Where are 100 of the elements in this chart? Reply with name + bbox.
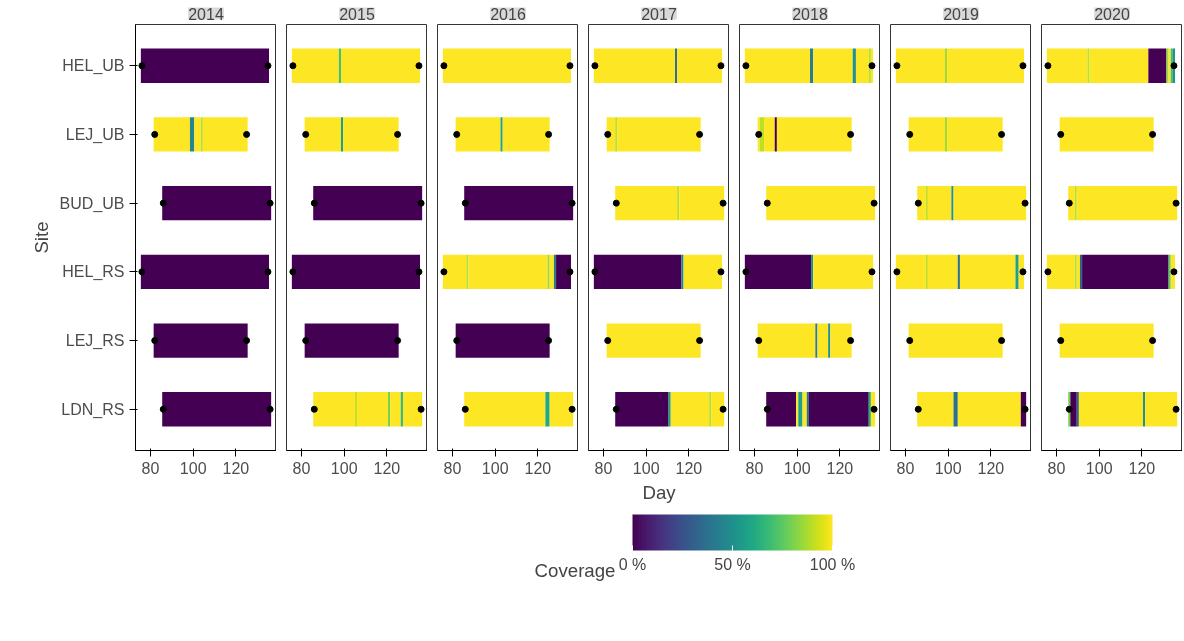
point	[742, 62, 750, 70]
point	[717, 62, 725, 70]
point	[1019, 62, 1027, 70]
x-tick-label: 80	[292, 459, 311, 477]
bar	[947, 48, 1025, 83]
y-tick-label: LDN_RS	[61, 400, 125, 419]
bar	[908, 323, 1003, 358]
point	[310, 405, 318, 413]
point	[612, 405, 620, 413]
point	[394, 130, 402, 138]
point	[264, 62, 272, 70]
point	[461, 405, 469, 413]
x-tick-label: 120	[1128, 459, 1156, 477]
x-tick-label: 120	[373, 459, 401, 477]
bar	[1046, 48, 1088, 83]
bar	[953, 185, 1027, 221]
x-tick-label: 120	[675, 459, 703, 477]
bar	[679, 185, 725, 221]
bar	[908, 117, 945, 152]
bar	[810, 48, 814, 83]
point	[1057, 337, 1065, 345]
bar	[830, 323, 852, 358]
x-tick-label: 100	[330, 459, 358, 477]
point	[138, 268, 146, 276]
bar	[957, 254, 960, 290]
color-bar-title: Coverage	[534, 559, 616, 581]
bar	[895, 48, 945, 83]
point	[545, 130, 553, 138]
chart-title: 2015	[339, 5, 375, 23]
bar	[1059, 117, 1154, 152]
bar	[817, 323, 829, 358]
x-tick-label: 100	[632, 459, 660, 477]
bar	[189, 117, 195, 152]
point	[906, 337, 914, 345]
bar	[291, 254, 421, 290]
point	[289, 268, 297, 276]
point	[1065, 199, 1073, 207]
bar	[927, 185, 952, 221]
point	[566, 268, 574, 276]
bar	[927, 254, 958, 290]
point	[1172, 405, 1180, 413]
point	[1057, 130, 1065, 138]
bar	[944, 48, 948, 83]
point	[1170, 268, 1178, 276]
bar	[813, 254, 874, 290]
chart-title: 2019	[943, 5, 979, 23]
bar	[709, 392, 712, 427]
bar	[615, 185, 678, 221]
bar	[547, 254, 550, 290]
x-tick-label: 100	[1085, 459, 1113, 477]
bar	[140, 48, 270, 83]
point	[717, 268, 725, 276]
x-tick-label: 80	[896, 459, 915, 477]
bar	[502, 117, 550, 152]
point	[568, 199, 576, 207]
point	[159, 405, 167, 413]
bar	[670, 392, 710, 427]
bar	[1015, 254, 1019, 290]
point	[266, 199, 274, 207]
point	[417, 405, 425, 413]
bar	[925, 254, 928, 290]
bar	[387, 392, 391, 427]
point	[604, 130, 612, 138]
bar	[162, 392, 272, 427]
point	[302, 130, 310, 138]
chart-title: 2018	[792, 5, 828, 23]
point	[417, 199, 425, 207]
point	[696, 130, 704, 138]
bar	[1145, 392, 1178, 427]
point	[310, 199, 318, 207]
point	[742, 268, 750, 276]
y-tick-label: HEL_RS	[62, 263, 125, 282]
bar	[868, 392, 871, 427]
chart-title: 2020	[1094, 5, 1130, 23]
chart-title: 2017	[641, 5, 677, 23]
bar	[957, 392, 1021, 427]
bar	[200, 117, 203, 152]
point	[1044, 62, 1052, 70]
y-tick-label: HEL_UB	[62, 57, 125, 76]
bar	[553, 254, 557, 290]
point	[302, 337, 310, 345]
bar	[675, 48, 678, 83]
bar	[766, 185, 876, 221]
bar	[162, 185, 272, 221]
bar	[442, 48, 572, 83]
bar	[357, 392, 388, 427]
point	[870, 405, 878, 413]
bar	[828, 323, 831, 358]
bar	[677, 185, 680, 221]
point	[868, 268, 876, 276]
bar	[593, 48, 676, 83]
bar	[744, 48, 810, 83]
bar	[615, 117, 618, 152]
bar	[764, 117, 775, 152]
point	[1065, 405, 1073, 413]
x-tick-label: 100	[934, 459, 962, 477]
bar	[1046, 254, 1075, 290]
point	[440, 62, 448, 70]
point	[755, 130, 763, 138]
x-tick-label: 80	[745, 459, 764, 477]
